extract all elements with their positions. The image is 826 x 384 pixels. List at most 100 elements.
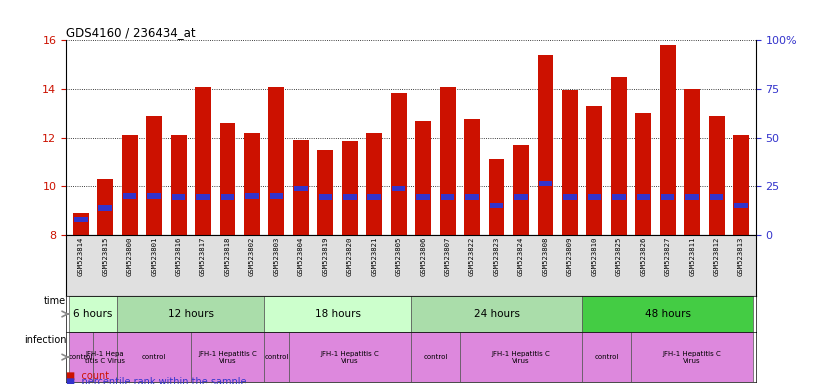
Bar [637, 194, 650, 200]
Text: GSM523816: GSM523816 [176, 237, 182, 276]
Text: GSM523817: GSM523817 [200, 237, 206, 276]
Bar [460, 332, 582, 382]
Text: 48 hours: 48 hours [645, 309, 691, 319]
Text: GSM523819: GSM523819 [322, 237, 328, 276]
Bar [611, 77, 627, 235]
Bar [269, 193, 283, 199]
Bar [582, 296, 753, 332]
Text: GSM523808: GSM523808 [543, 237, 548, 276]
Text: GSM523800: GSM523800 [126, 237, 133, 276]
Text: GSM523825: GSM523825 [616, 237, 622, 276]
Text: infection: infection [24, 334, 66, 344]
Bar [69, 332, 93, 382]
Bar [97, 179, 113, 235]
Text: control: control [423, 354, 448, 360]
Text: GSM523823: GSM523823 [494, 237, 500, 276]
Text: control: control [142, 354, 166, 360]
Text: JFH-1 Hepa
titis C Virus: JFH-1 Hepa titis C Virus [85, 351, 126, 364]
Text: GSM523821: GSM523821 [371, 237, 377, 276]
Text: GSM523809: GSM523809 [567, 237, 573, 276]
Bar [660, 45, 676, 235]
Bar [635, 113, 651, 235]
Bar [582, 332, 631, 382]
Bar [441, 194, 454, 200]
Text: GSM523805: GSM523805 [396, 237, 401, 276]
Bar [191, 332, 264, 382]
Bar [343, 194, 357, 200]
Text: GSM523815: GSM523815 [102, 237, 108, 276]
Text: JFH-1 Hepatitis C
Virus: JFH-1 Hepatitis C Virus [320, 351, 379, 364]
Bar [465, 194, 479, 200]
Bar [74, 217, 88, 222]
Bar [294, 186, 307, 191]
Text: 6 hours: 6 hours [74, 309, 112, 319]
Bar [391, 93, 406, 235]
Bar [117, 332, 191, 382]
Bar [221, 194, 235, 200]
Bar [709, 116, 724, 235]
Bar [411, 332, 460, 382]
Text: GDS4160 / 236434_at: GDS4160 / 236434_at [66, 26, 196, 39]
Bar [416, 194, 430, 200]
Bar [288, 332, 411, 382]
Bar [244, 133, 260, 235]
Text: GSM523804: GSM523804 [298, 237, 304, 276]
Bar [98, 205, 112, 211]
Text: JFH-1 Hepatitis C
Virus: JFH-1 Hepatitis C Virus [662, 351, 722, 364]
Text: GSM523807: GSM523807 [444, 237, 451, 276]
Bar [121, 135, 138, 235]
Bar [146, 116, 162, 235]
Text: GSM523824: GSM523824 [518, 237, 524, 276]
Text: time: time [45, 296, 66, 306]
Text: GSM523813: GSM523813 [738, 237, 744, 276]
Bar [684, 89, 700, 235]
Bar [171, 135, 187, 235]
Bar [411, 296, 582, 332]
Bar [342, 141, 358, 235]
Bar [245, 193, 259, 199]
Bar [490, 203, 503, 208]
Bar [539, 181, 553, 187]
Bar [612, 194, 625, 200]
Text: GSM523826: GSM523826 [640, 237, 646, 276]
Text: 18 hours: 18 hours [315, 309, 361, 319]
Text: GSM523822: GSM523822 [469, 237, 475, 276]
Text: GSM523806: GSM523806 [420, 237, 426, 276]
Bar [734, 203, 748, 208]
Bar [73, 213, 88, 235]
Bar [538, 55, 553, 235]
Text: JFH-1 Hepatitis C
Virus: JFH-1 Hepatitis C Virus [491, 351, 550, 364]
Bar [464, 119, 480, 235]
Bar [293, 140, 309, 235]
Bar [513, 145, 529, 235]
Bar [123, 193, 136, 199]
Bar [489, 159, 505, 235]
Bar [319, 194, 332, 200]
Text: GSM523814: GSM523814 [78, 237, 83, 276]
Bar [366, 133, 382, 235]
Bar [733, 135, 749, 235]
Bar [686, 194, 699, 200]
Bar [117, 296, 264, 332]
Bar [147, 193, 161, 199]
Text: ■  percentile rank within the sample: ■ percentile rank within the sample [66, 377, 247, 384]
Bar [710, 194, 724, 200]
Bar [197, 194, 210, 200]
Bar [195, 86, 211, 235]
Bar [415, 121, 431, 235]
Bar [586, 106, 602, 235]
Bar [220, 123, 235, 235]
Text: GSM523820: GSM523820 [347, 237, 353, 276]
Bar [368, 194, 381, 200]
Text: GSM523803: GSM523803 [273, 237, 279, 276]
Text: 12 hours: 12 hours [168, 309, 214, 319]
Bar [264, 332, 288, 382]
Bar [317, 150, 333, 235]
Bar [631, 332, 753, 382]
Bar [392, 186, 406, 191]
Bar [563, 194, 577, 200]
Text: control: control [595, 354, 619, 360]
Text: GSM523802: GSM523802 [249, 237, 255, 276]
Text: 24 hours: 24 hours [473, 309, 520, 319]
Bar [268, 86, 284, 235]
